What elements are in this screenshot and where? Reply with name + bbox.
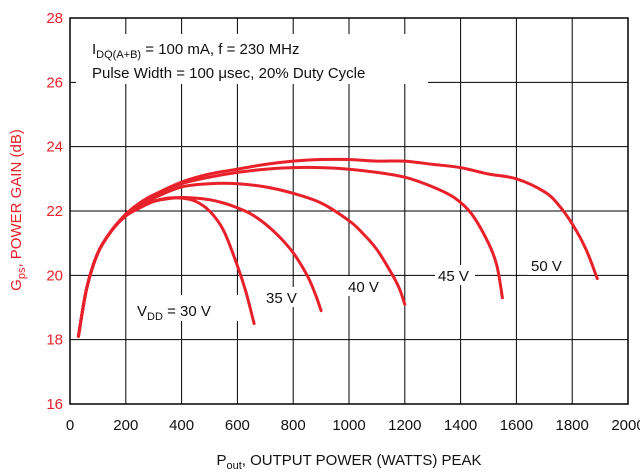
- series-label-bg-40v: [345, 276, 385, 296]
- series-curve-50v: [76, 157, 599, 338]
- condition-annotation: IDQ(A+B) = 100 mA, f = 230 MHz Pulse Wid…: [76, 34, 428, 84]
- x-tick-label: 200: [113, 417, 138, 434]
- x-tick-label: 1000: [332, 417, 365, 434]
- x-tick-labels: 0 200 400 600 800 1000 1200 1400 1600 1800 2000: [66, 417, 640, 434]
- series-label-50v: 50 V: [531, 258, 562, 275]
- series-label-30v: VDD = 30 V: [137, 303, 211, 323]
- y-tick-label: 28: [46, 10, 63, 27]
- y-tick-label: 16: [46, 396, 63, 413]
- y-tick-label: 22: [46, 203, 63, 220]
- x-tick-label: 1600: [500, 417, 533, 434]
- y-tick-label: 26: [46, 74, 63, 91]
- plot-frame: [69, 17, 629, 405]
- x-tick-label: 1800: [556, 417, 589, 434]
- x-tick-label: 400: [169, 417, 194, 434]
- series-label-45v: 45 V: [438, 268, 469, 285]
- x-axis-title: Pout, OUTPUT POWER (WATTS) PEAK: [216, 452, 481, 472]
- series-label-bg-50v: [528, 255, 568, 275]
- y-tick-label: 18: [46, 332, 63, 349]
- y-tick-label: 24: [46, 139, 63, 156]
- annotation-line-2: Pulse Width = 100 μsec, 20% Duty Cycle: [92, 65, 365, 82]
- annotation-line-1-sub: DQ(A+B): [96, 49, 141, 61]
- series-label-bg-45v: [435, 265, 475, 285]
- x-axis-title-sub: out: [226, 460, 241, 472]
- x-axis-title-main: P: [216, 452, 226, 469]
- y-tick-labels: 16 18 20 22 24 26 28: [46, 10, 63, 413]
- x-axis-title-rest: , OUTPUT POWER (WATTS) PEAK: [242, 452, 482, 469]
- series-labels: VDD = 30 V 35 V 40 V 45 V 50 V: [133, 255, 568, 323]
- series-label-bg-30v: [133, 295, 245, 321]
- annotation-background: [76, 34, 428, 84]
- series-label-30v-rest: = 30 V: [163, 303, 211, 320]
- y-axis-title-main: G: [8, 279, 25, 291]
- y-axis-title-sub: ps: [16, 267, 28, 279]
- series-label-40v: 40 V: [348, 279, 379, 296]
- y-tick-label: 20: [46, 267, 63, 284]
- series-curves: [76, 157, 599, 338]
- x-tick-label: 2000: [611, 417, 640, 434]
- annotation-line-1-rest: = 100 mA, f = 230 MHz: [141, 41, 299, 58]
- series-label-30v-sub: DD: [147, 311, 163, 323]
- series-label-30v-main: V: [137, 303, 147, 320]
- x-tick-label: 1200: [388, 417, 421, 434]
- x-tick-label: 1400: [444, 417, 477, 434]
- series-label-35v: 35 V: [266, 290, 297, 307]
- x-tick-label: 0: [66, 417, 74, 434]
- y-axis-title: Gps, POWER GAIN (dB): [8, 129, 28, 291]
- annotation-line-1: IDQ(A+B) = 100 mA, f = 230 MHz: [92, 41, 300, 61]
- x-tick-label: 800: [281, 417, 306, 434]
- annotation-line-1-main: I: [92, 41, 96, 58]
- series-label-bg-35v: [263, 287, 303, 307]
- x-tick-label: 600: [225, 417, 250, 434]
- y-axis-title-rest: , POWER GAIN (dB): [8, 129, 25, 267]
